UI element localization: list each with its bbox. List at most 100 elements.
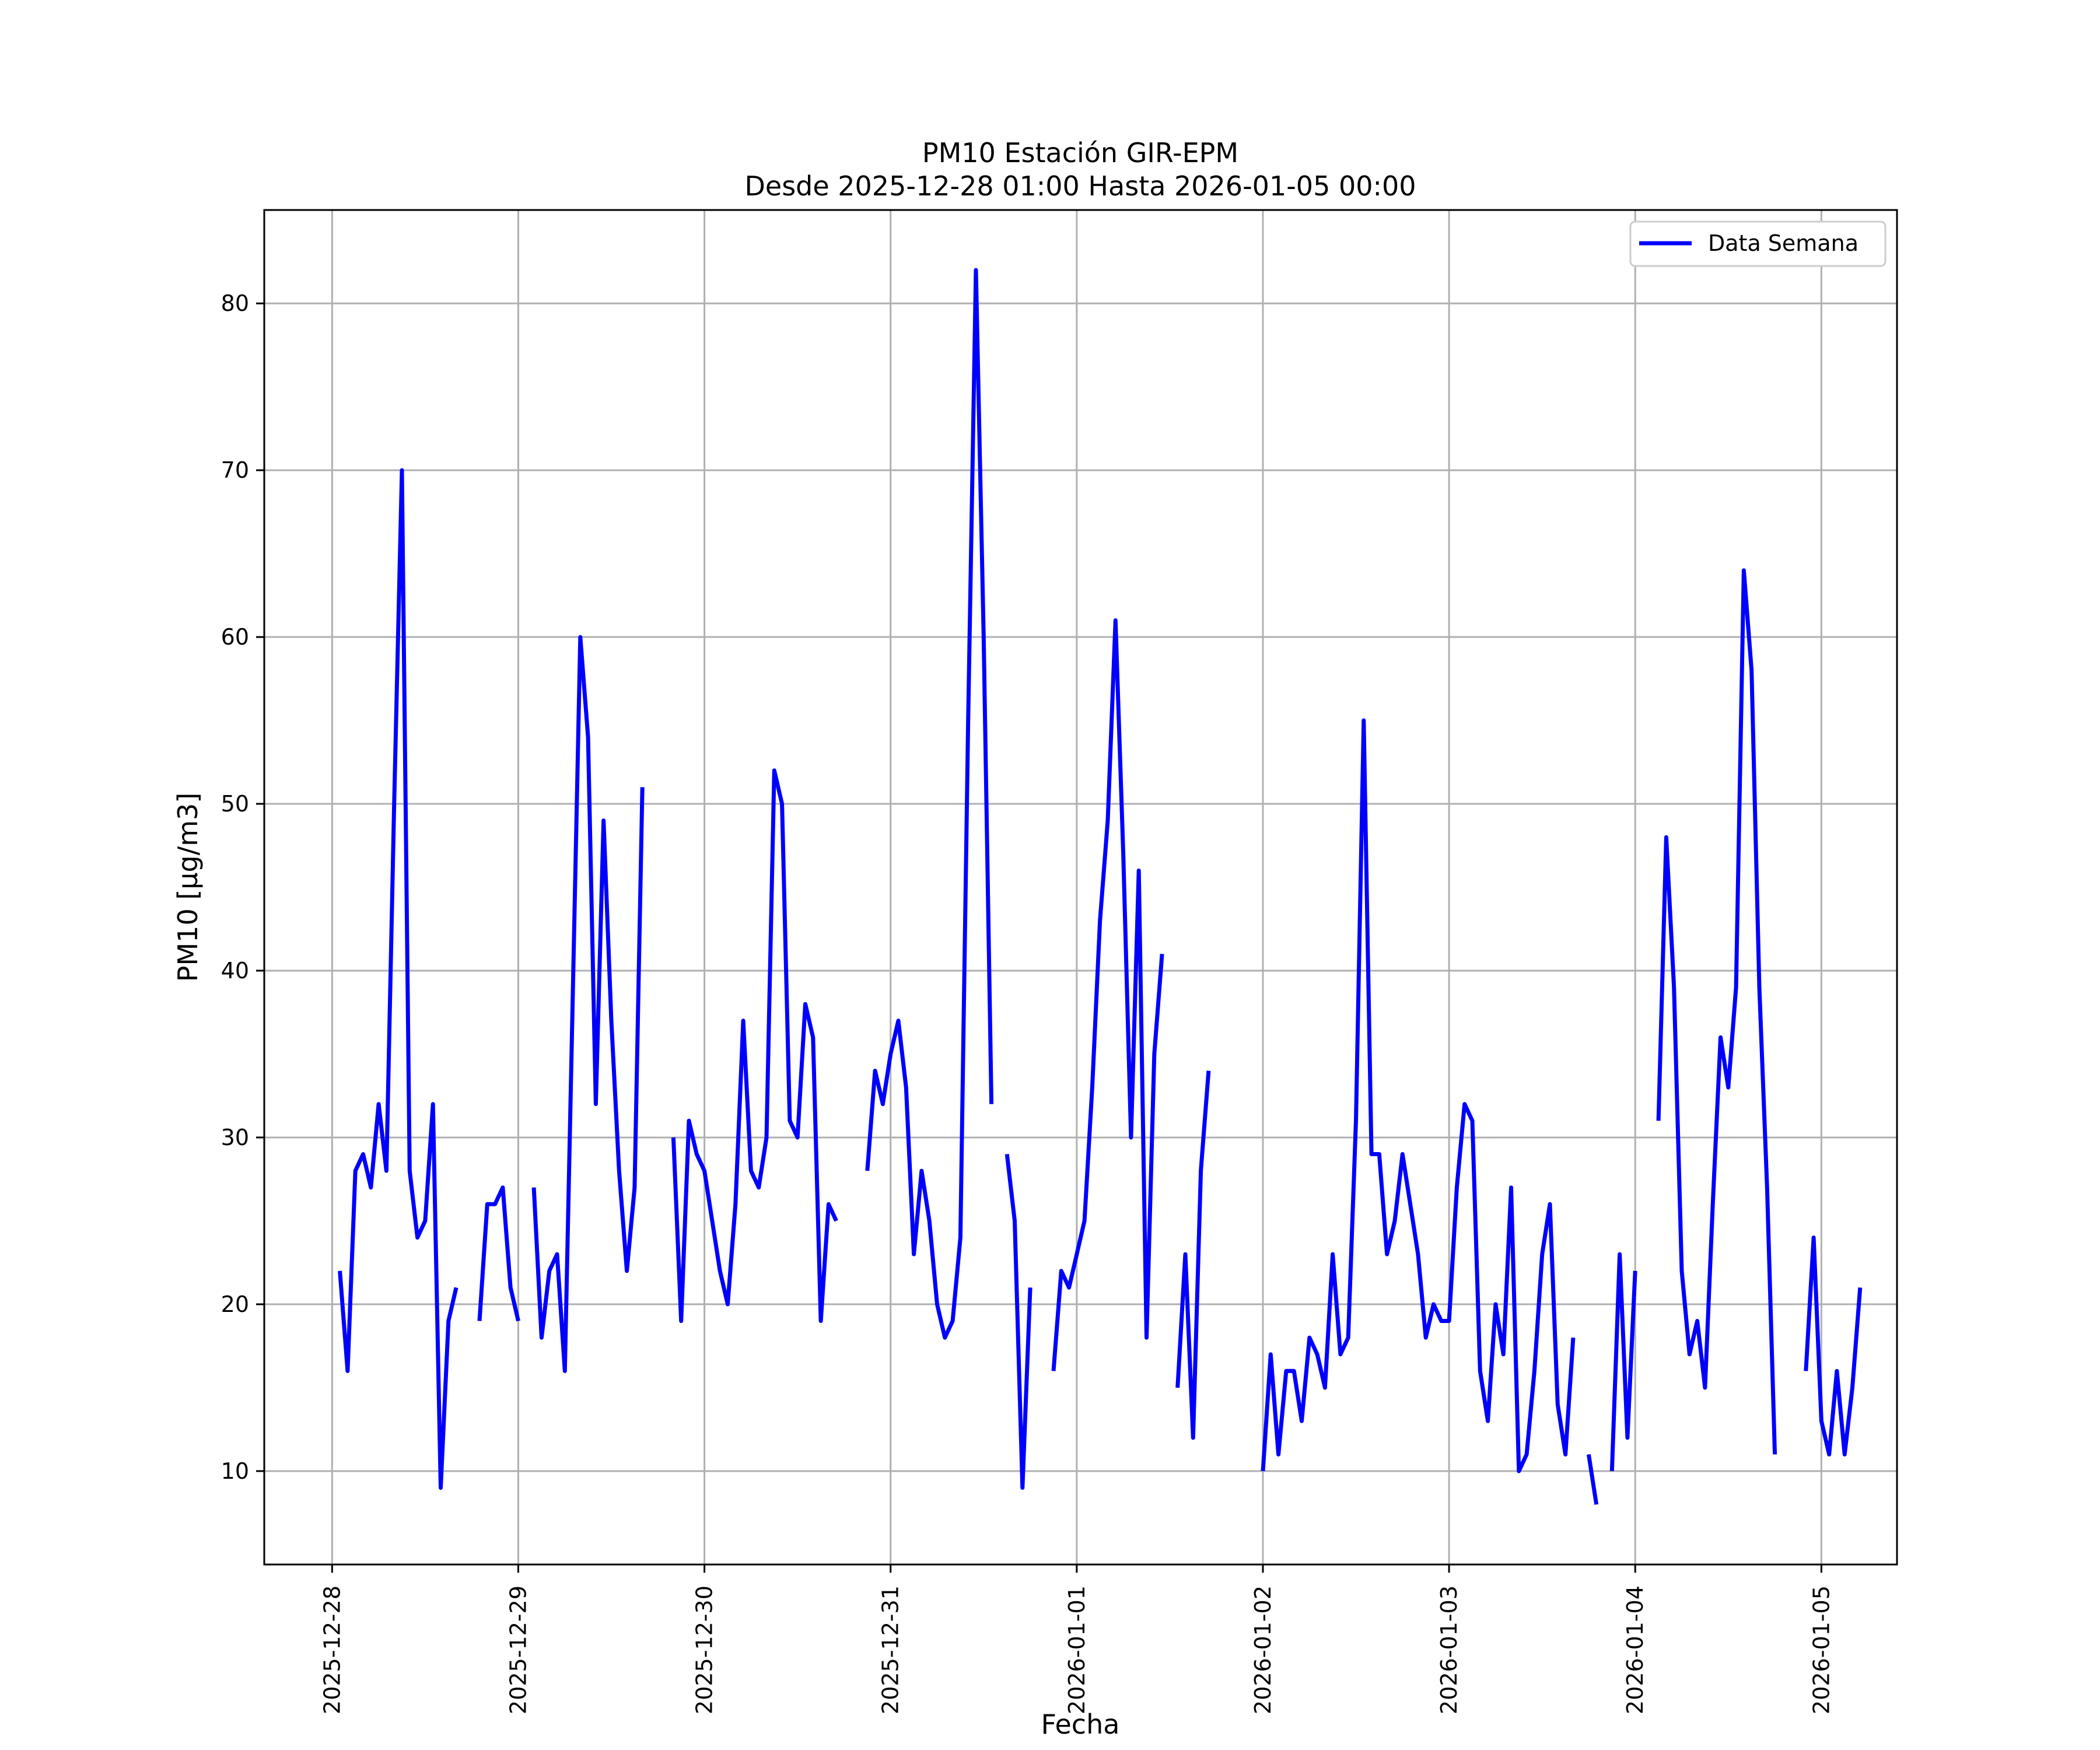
data-point — [409, 1170, 410, 1171]
data-point — [1332, 1254, 1334, 1255]
data-point — [766, 1137, 767, 1138]
data-point — [836, 1220, 837, 1222]
data-point — [378, 1104, 379, 1105]
x-tick-label: 2026-01-01 — [1064, 1586, 1090, 1714]
series-lines — [338, 268, 1863, 1505]
data-point — [1138, 870, 1139, 871]
data-point — [914, 1254, 915, 1255]
data-point — [1115, 620, 1116, 621]
data-point — [556, 1254, 558, 1255]
data-point — [874, 1070, 876, 1072]
data-point — [1433, 1304, 1434, 1305]
legend: Data Semana — [1629, 220, 1887, 267]
data-point — [456, 1287, 457, 1288]
y-tick-label: 10 — [221, 1458, 249, 1484]
data-point — [719, 1270, 720, 1272]
data-point — [1154, 1054, 1155, 1055]
data-point — [502, 1187, 503, 1188]
data-point — [1278, 1454, 1279, 1455]
data-point — [518, 1321, 519, 1322]
data-point — [595, 1104, 596, 1105]
data-point — [1634, 1270, 1636, 1272]
data-point — [1728, 1087, 1729, 1088]
x-axis-ticks: 2025-12-28 2025-12-29 2025-12-30 2025-12-31… — [319, 1564, 1834, 1714]
data-point — [1627, 1437, 1628, 1438]
chart-title-line1: PM10 Estación GIR-EPM — [922, 137, 1238, 169]
data-point — [789, 1120, 790, 1121]
data-point — [774, 770, 775, 771]
data-point — [1588, 1454, 1589, 1455]
data-point — [1363, 720, 1364, 721]
data-point — [1371, 1154, 1372, 1155]
data-point — [1573, 1337, 1574, 1338]
data-point — [1270, 1354, 1271, 1355]
data-point — [1619, 1254, 1620, 1255]
data-point — [1852, 1387, 1853, 1388]
data-point — [1658, 1120, 1659, 1121]
y-tick-label: 80 — [221, 290, 249, 316]
data-point — [1821, 1420, 1822, 1422]
legend-series-label: Data Semana — [1708, 230, 1859, 256]
data-point — [758, 1187, 760, 1188]
data-point — [479, 1321, 480, 1322]
data-point — [882, 1104, 883, 1105]
data-point — [1456, 1187, 1457, 1188]
y-tick-label: 20 — [221, 1292, 249, 1317]
data-point — [1441, 1321, 1442, 1322]
data-point — [363, 1154, 364, 1155]
data-point — [1511, 1187, 1512, 1188]
x-tick-label: 2025-12-31 — [878, 1586, 904, 1714]
data-point — [727, 1304, 729, 1305]
data-point — [1410, 1203, 1411, 1205]
data-point — [944, 1337, 946, 1338]
data-point — [587, 737, 589, 738]
data-point — [1014, 1220, 1016, 1222]
data-point — [1060, 1270, 1062, 1272]
series-line — [338, 268, 1863, 1505]
data-point — [1860, 1287, 1861, 1288]
data-point — [495, 1203, 496, 1205]
data-point — [1681, 1270, 1682, 1272]
data-point — [991, 1104, 992, 1105]
data-point — [1084, 1220, 1085, 1222]
legend-box — [1629, 220, 1887, 267]
data-point — [355, 1170, 356, 1171]
x-tick-label: 2025-12-30 — [692, 1586, 718, 1714]
data-point — [572, 1003, 573, 1005]
data-point — [1208, 1070, 1209, 1072]
data-point — [1766, 1187, 1768, 1188]
data-point — [813, 1037, 814, 1038]
data-point — [541, 1337, 542, 1338]
data-point — [696, 1154, 697, 1155]
data-point — [634, 1187, 635, 1188]
y-tick-label: 50 — [221, 791, 249, 817]
data-point — [712, 1220, 713, 1222]
data-point — [1185, 1254, 1186, 1255]
data-point — [1425, 1337, 1426, 1338]
data-point — [1418, 1254, 1419, 1255]
data-point — [890, 1054, 891, 1055]
data-point — [1130, 1137, 1132, 1138]
data-point — [370, 1187, 372, 1188]
data-point — [1472, 1120, 1473, 1121]
data-point — [1836, 1370, 1838, 1371]
data-point — [750, 1170, 751, 1171]
data-point — [1518, 1471, 1520, 1472]
data-point — [1324, 1387, 1325, 1388]
data-point — [417, 1237, 418, 1238]
data-point — [1100, 920, 1101, 921]
data-point — [448, 1321, 449, 1322]
data-point — [1076, 1254, 1077, 1255]
data-point — [440, 1488, 442, 1489]
plot-frame — [263, 209, 1898, 1566]
data-point — [983, 636, 984, 638]
data-point — [1704, 1387, 1706, 1388]
x-tick-label: 2025-12-29 — [505, 1586, 531, 1714]
data-point — [1448, 1321, 1450, 1322]
data-point — [347, 1370, 348, 1371]
data-point — [1665, 836, 1667, 838]
data-point — [432, 1104, 433, 1105]
x-tick-label: 2025-12-28 — [319, 1586, 345, 1714]
data-point — [1844, 1454, 1845, 1455]
data-point — [1743, 570, 1744, 571]
